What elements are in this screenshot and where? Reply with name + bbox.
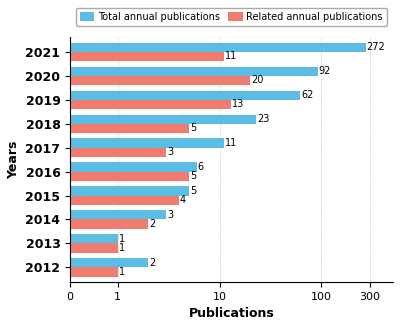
Text: 272: 272 <box>366 42 385 52</box>
Bar <box>70 186 189 196</box>
Text: 11: 11 <box>225 51 237 61</box>
Text: 5: 5 <box>190 123 196 133</box>
Text: 3: 3 <box>167 147 173 157</box>
Bar <box>70 91 300 100</box>
Text: 2: 2 <box>149 258 156 268</box>
Bar <box>70 76 250 85</box>
Text: 5: 5 <box>190 171 196 181</box>
Bar <box>70 196 179 205</box>
Text: 62: 62 <box>301 90 314 100</box>
Bar <box>70 163 197 172</box>
Bar <box>70 243 118 252</box>
Text: 20: 20 <box>251 75 264 85</box>
Bar <box>70 172 189 181</box>
Text: 92: 92 <box>318 66 331 76</box>
Bar <box>70 67 318 76</box>
Legend: Total annual publications, Related annual publications: Total annual publications, Related annua… <box>76 8 387 26</box>
Text: 11: 11 <box>225 138 237 148</box>
Text: 1: 1 <box>119 234 125 244</box>
Bar <box>70 210 166 219</box>
Bar <box>70 219 148 229</box>
X-axis label: Publications: Publications <box>188 307 274 320</box>
Text: 4: 4 <box>180 195 186 205</box>
Text: 1: 1 <box>119 267 125 277</box>
Bar <box>70 147 166 157</box>
Text: 5: 5 <box>190 186 196 196</box>
Text: 1: 1 <box>119 243 125 253</box>
Text: 13: 13 <box>232 99 244 109</box>
Bar <box>70 124 189 133</box>
Bar <box>70 43 366 52</box>
Bar <box>70 100 231 109</box>
Bar <box>70 267 118 277</box>
Y-axis label: Years: Years <box>7 140 20 179</box>
Text: 2: 2 <box>149 219 156 229</box>
Text: 3: 3 <box>167 210 173 220</box>
Bar <box>70 234 118 243</box>
Bar <box>70 52 224 61</box>
Bar <box>70 138 224 147</box>
Text: 23: 23 <box>257 114 270 124</box>
Bar <box>70 258 148 267</box>
Text: 6: 6 <box>198 162 204 172</box>
Bar <box>70 114 256 124</box>
